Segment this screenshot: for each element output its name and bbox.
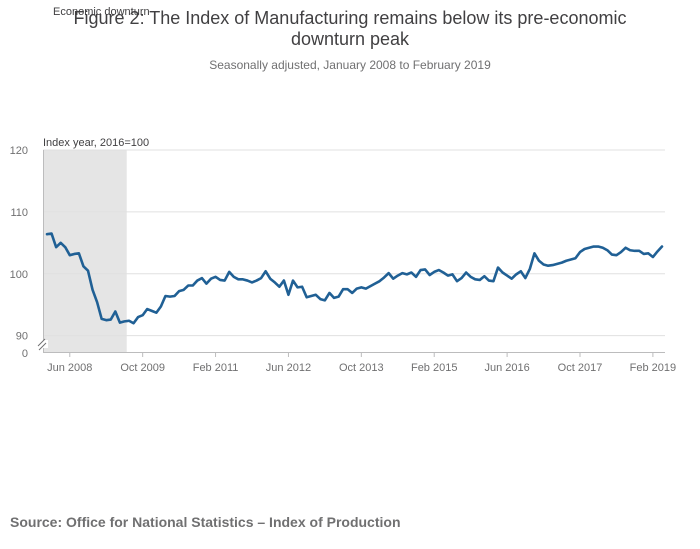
x-axis-ticks: Jun 2008 Oct 2009 Feb 2011 Jun 2012 Oct 2013… [47, 352, 676, 374]
x-tick-label: Jun 2008 [47, 362, 92, 374]
x-tick-label: Jun 2012 [266, 362, 311, 374]
series-line-index-of-manufacturing [45, 232, 664, 325]
y-axis-zero-label: 0 [22, 348, 28, 360]
chart-title-line-2: downturn peak [291, 29, 410, 49]
chart-title-line-1: Figure 2: The Index of Manufacturing rem… [74, 8, 627, 28]
y-tick-label-120: 120 [10, 145, 28, 157]
y-axis-ticks: 120 110 100 90 [10, 145, 28, 343]
x-tick-label: Oct 2013 [339, 362, 384, 374]
y-tick-label-110: 110 [10, 207, 28, 219]
x-tick-label: Feb 2015 [411, 362, 457, 374]
chart-subtitle: Seasonally adjusted, January 2008 to Feb… [209, 58, 491, 72]
source-note: Source: Office for National Statistics –… [10, 514, 401, 530]
x-tick-label: Jun 2016 [484, 362, 529, 374]
y-axis-label: Index year, 2016=100 [43, 137, 149, 149]
gridlines [43, 149, 665, 352]
y-tick-label-100: 100 [10, 269, 28, 281]
y-tick-label-90: 90 [16, 331, 28, 343]
axis-break-icon [36, 338, 48, 351]
economic-downturn-label: Economic downturn [53, 6, 150, 18]
x-tick-label: Oct 2009 [120, 362, 165, 374]
economic-downturn-shading [43, 150, 127, 352]
x-tick-label: Oct 2017 [558, 362, 603, 374]
x-tick-label: Feb 2011 [193, 362, 239, 374]
x-tick-label: Feb 2019 [630, 362, 676, 374]
